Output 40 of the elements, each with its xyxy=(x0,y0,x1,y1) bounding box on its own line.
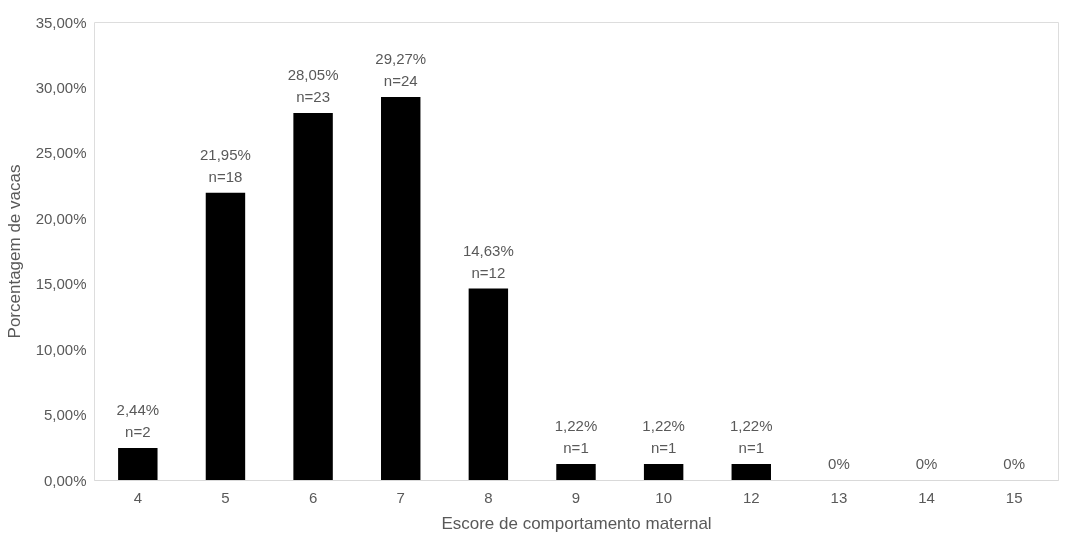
bar xyxy=(643,464,684,480)
x-tick-label: 14 xyxy=(918,488,935,506)
y-tick-label: 35,00% xyxy=(35,13,87,31)
x-tick-label: 13 xyxy=(830,488,848,506)
x-tick-label: 9 xyxy=(571,488,581,506)
x-tick-label: 7 xyxy=(396,488,405,506)
text: 1,22% n=1 xyxy=(642,417,685,457)
text: 21,95% n=18 xyxy=(200,145,251,185)
text: 1,22% n=1 xyxy=(554,417,598,457)
bar xyxy=(731,464,771,480)
data-label: 0% xyxy=(915,455,938,472)
bar xyxy=(293,112,333,480)
y-tick-label: 25,00% xyxy=(35,144,87,162)
data-label: 0% xyxy=(1003,455,1026,472)
x-tick-label: 10 xyxy=(655,488,672,506)
text: 14,63% n=12 xyxy=(462,241,514,281)
x-tick-label: 4 xyxy=(133,488,142,506)
bar xyxy=(118,448,158,480)
x-tick-label: 5 xyxy=(221,488,230,506)
x-tick-label: 8 xyxy=(484,488,493,506)
y-tick-label: 5,00% xyxy=(43,406,87,424)
y-tick-label: 0,00% xyxy=(43,471,87,489)
x-tick-label: 6 xyxy=(308,488,318,506)
y-tick-label: 30,00% xyxy=(35,78,87,96)
x-tick-label: 15 xyxy=(1005,488,1023,506)
text: 2,44% n=2 xyxy=(116,401,160,441)
bar xyxy=(556,464,596,480)
bar xyxy=(381,96,421,480)
bar xyxy=(205,192,246,480)
x-tick-label: 12 xyxy=(742,488,760,506)
bar xyxy=(468,288,509,480)
y-tick-label: 10,00% xyxy=(35,340,87,358)
y-axis-title: Porcentagem de vacas xyxy=(4,164,24,339)
y-tick-label: 20,00% xyxy=(35,209,87,227)
text: 28,05% n=23 xyxy=(287,65,339,105)
text: 1,22% n=1 xyxy=(730,417,773,457)
x-axis-title: Escore de comportamento maternal xyxy=(441,513,712,533)
y-tick-label: 15,00% xyxy=(35,275,87,293)
text: 29,27% n=24 xyxy=(375,49,427,89)
data-label: 0% xyxy=(828,455,850,472)
